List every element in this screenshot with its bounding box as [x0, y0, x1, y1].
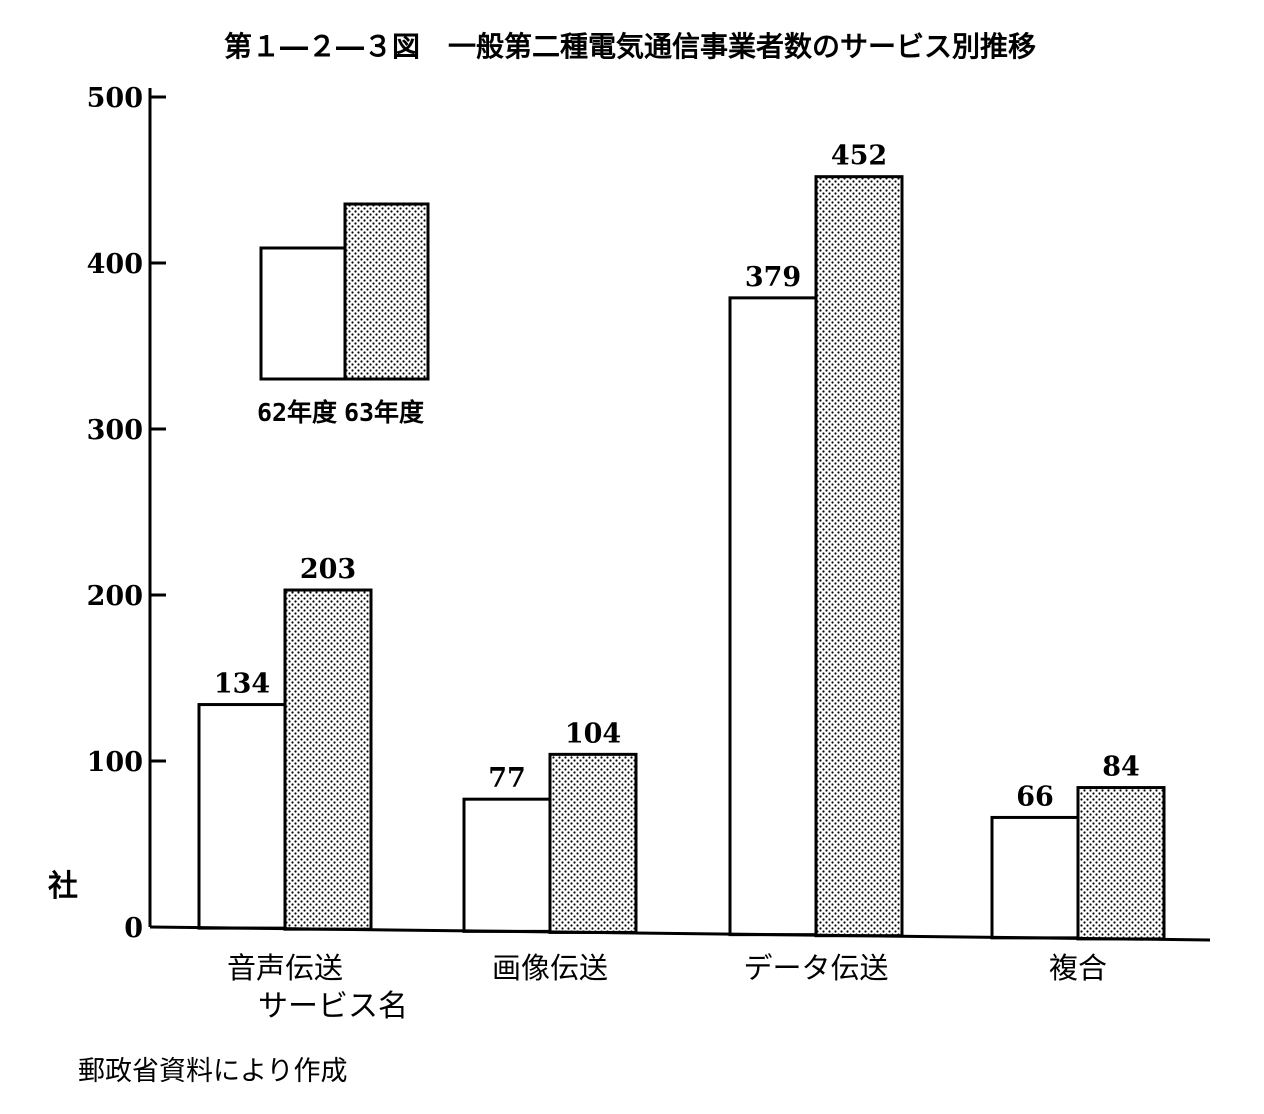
category-label: データ伝送	[743, 951, 888, 985]
x-axis-line	[149, 925, 1211, 942]
y-tick-label: 300	[87, 415, 143, 446]
data-label: 134	[214, 669, 270, 700]
chart-title: 第１―２―３図 一般第二種電気通信事業者数のサービス別推移	[224, 30, 1036, 63]
y-tick-label: 500	[87, 83, 143, 114]
data-label: 203	[300, 554, 356, 585]
data-label: 77	[488, 763, 526, 794]
y-tick-label: 100	[87, 747, 143, 778]
bar-2-1	[283, 588, 373, 931]
x-axis-label: サービス名	[258, 989, 408, 1024]
bar-2-2	[548, 752, 638, 934]
y-tick-label: 0	[124, 913, 143, 944]
category-labels: 音声伝送 画像伝送 データ伝送 複合	[227, 951, 1107, 985]
legend: 62年度 63年度	[257, 202, 430, 427]
legend-swatch-1	[259, 246, 347, 381]
y-axis: 0 100 200 300 400 500	[87, 83, 166, 944]
category-label: 複合	[1049, 951, 1107, 985]
data-labels: 134 203 77 104 379 452 66 84	[214, 141, 1140, 813]
y-tick-label: 400	[87, 249, 143, 280]
data-label: 66	[1016, 781, 1054, 812]
data-label: 452	[831, 141, 887, 172]
bars	[197, 175, 1166, 941]
bar-1-4	[990, 815, 1080, 940]
data-label: 379	[745, 262, 801, 293]
bar-1-3	[728, 296, 818, 937]
bar-1-1	[197, 703, 287, 930]
category-label: 音声伝送	[227, 951, 343, 985]
legend-label-1: 62年度	[257, 398, 337, 427]
source-note: 郵政省資料により作成	[78, 1056, 347, 1087]
data-label: 84	[1102, 752, 1140, 783]
bar-1-2	[462, 797, 552, 933]
bar-2-3	[814, 175, 904, 938]
category-label: 画像伝送	[492, 951, 608, 985]
legend-swatch-2	[343, 202, 430, 381]
y-axis-label: 社	[48, 869, 78, 904]
bar-2-4	[1076, 786, 1166, 941]
y-tick-label: 200	[87, 581, 143, 612]
data-label: 104	[565, 718, 621, 749]
legend-label-2: 63年度	[344, 398, 424, 427]
